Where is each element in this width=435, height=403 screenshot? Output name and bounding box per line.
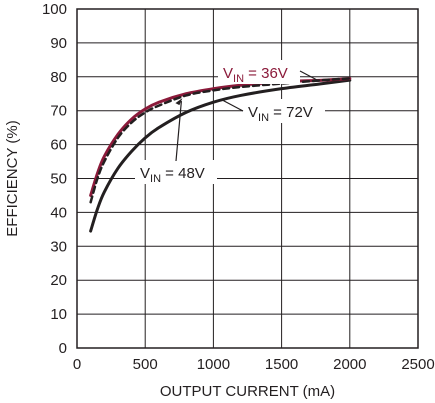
series-annotation: VIN = 48V (140, 165, 205, 185)
x-tick-label: 2500 (401, 356, 434, 373)
y-axis-label: EFFICIENCY (%) (4, 120, 21, 236)
series-line-2 (89, 78, 352, 233)
x-tick-label: 2000 (333, 356, 366, 373)
annotation-leader-line (299, 70, 319, 82)
y-tick-label: 70 (50, 103, 67, 120)
y-tick-label: 10 (50, 306, 67, 323)
annotation-background (135, 160, 217, 184)
x-tick-label: 500 (133, 356, 158, 373)
annotation-arrowhead (175, 98, 183, 106)
annotation-background (243, 99, 325, 123)
x-axis-label: OUTPUT CURRENT (mA) (160, 383, 335, 400)
series-line-1 (89, 77, 352, 204)
x-tick-label: 1000 (197, 356, 230, 373)
y-tick-label: 80 (50, 69, 67, 86)
annotation-leader-line (175, 101, 182, 162)
grid (76, 8, 419, 349)
x-tick-label: 0 (73, 356, 81, 373)
series-annotation: VIN = 36V (223, 65, 288, 85)
y-tick-label: 0 (59, 340, 67, 357)
annotation-leader-line (221, 99, 244, 112)
y-tick-label: 30 (50, 238, 67, 255)
x-tick-labels: 0 500 1000 1500 2000 2500 (73, 356, 435, 373)
y-tick-labels: 0 10 20 30 40 50 60 70 80 90 100 (42, 1, 67, 357)
plot-frame (76, 8, 419, 349)
series-line-0 (89, 77, 352, 197)
y-tick-label: 90 (50, 35, 67, 52)
y-tick-label: 60 (50, 137, 67, 154)
y-tick-label: 40 (50, 204, 67, 221)
y-tick-label: 50 (50, 171, 67, 188)
series-annotation: VIN = 72V (248, 104, 313, 124)
x-tick-label: 1500 (265, 356, 298, 373)
y-tick-label: 100 (42, 1, 67, 18)
y-tick-label: 20 (50, 272, 67, 289)
annotation-background (218, 60, 300, 84)
annotations-group: VIN = 36V VIN = 48V VIN = 72V (135, 60, 325, 185)
